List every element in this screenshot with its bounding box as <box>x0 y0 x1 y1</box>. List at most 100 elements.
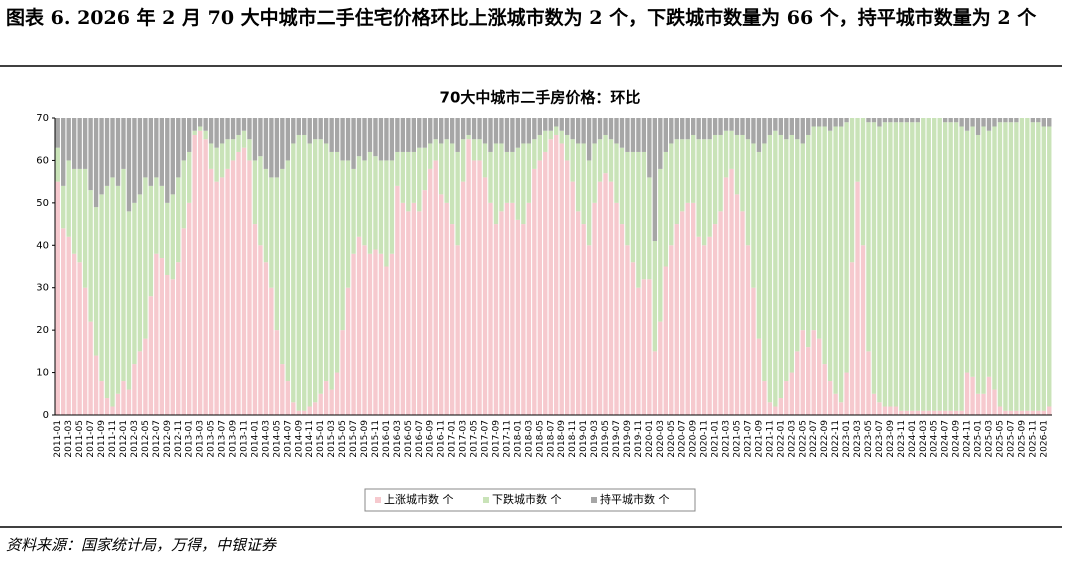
x-tick-label: 2012-05 <box>141 420 151 458</box>
bar-segment <box>148 185 154 297</box>
bar-segment <box>685 118 690 140</box>
bar-segment <box>406 211 411 415</box>
legend-swatch <box>591 497 597 503</box>
x-tick-label: 2020-05 <box>667 420 677 458</box>
x-tick-label: 2020-07 <box>678 420 688 458</box>
bar-segment <box>307 143 312 407</box>
bar-segment <box>318 393 323 415</box>
bar-segment <box>488 118 493 152</box>
bar-segment <box>548 139 553 415</box>
bar-segment <box>471 118 477 140</box>
x-tick-label: 2023-05 <box>864 420 874 458</box>
bar-segment <box>104 398 110 415</box>
bar-segment <box>197 130 203 415</box>
bar-segment <box>71 253 77 415</box>
bar-segment <box>88 118 93 191</box>
x-tick-label: 2025-05 <box>995 420 1005 458</box>
bar-segment <box>323 118 329 144</box>
bar-segment <box>477 160 482 415</box>
bar-segment <box>422 190 427 415</box>
x-tick-label: 2014-07 <box>283 420 293 458</box>
bar-segment <box>406 118 411 152</box>
bar-segment <box>767 134 773 403</box>
bar-segment <box>66 160 71 237</box>
bar-segment <box>975 134 981 394</box>
x-tick-label: 2017-03 <box>459 420 469 458</box>
x-tick-label: 2015-05 <box>338 420 348 458</box>
x-tick-label: 2012-01 <box>119 420 129 458</box>
bar-segment <box>778 398 784 415</box>
bar-segment <box>499 143 504 212</box>
x-tick-label: 2013-01 <box>185 420 195 458</box>
bar-segment <box>1003 410 1008 415</box>
x-tick-label: 2013-07 <box>218 420 228 458</box>
bar-segment <box>482 143 488 178</box>
x-tick-label: 2023-09 <box>886 420 896 458</box>
x-tick-label: 2021-03 <box>722 420 732 458</box>
bar-segment <box>575 211 581 415</box>
bar-segment <box>663 118 668 152</box>
bar-segment <box>833 393 838 415</box>
bar-segment <box>932 118 937 411</box>
bar-segment <box>422 147 427 191</box>
bar-segment <box>417 211 422 415</box>
bar-segment <box>455 118 460 152</box>
bar-segment <box>680 139 685 212</box>
bar-segment <box>740 134 745 212</box>
bar-segment <box>110 118 115 178</box>
x-tick-label: 2024-09 <box>952 420 962 458</box>
bar-segment <box>866 122 871 352</box>
bar-segment <box>165 202 170 275</box>
x-tick-label: 2011-11 <box>108 420 118 458</box>
bar-segment <box>806 347 811 415</box>
bar-segment <box>745 245 751 415</box>
bar-segment <box>959 126 964 411</box>
bar-segment <box>471 139 477 161</box>
bar-segment <box>570 181 575 415</box>
bar-segment <box>647 279 652 415</box>
bar-segment <box>99 118 104 195</box>
bar-segment <box>986 376 992 415</box>
bar-segment <box>592 118 597 144</box>
bar-segment <box>482 118 488 144</box>
bar-segment <box>778 134 784 399</box>
bar-segment <box>992 118 997 127</box>
bar-segment <box>712 118 718 135</box>
bar-segment <box>428 118 433 144</box>
bar-segment <box>1047 406 1052 415</box>
x-tick-label: 2016-09 <box>426 420 436 458</box>
bar-segment <box>252 224 258 415</box>
bar-segment <box>252 118 258 161</box>
bar-segment <box>1025 410 1030 415</box>
bar-segment <box>291 143 296 403</box>
bar-segment <box>948 118 953 123</box>
bar-segment <box>449 143 455 225</box>
bar-segment <box>614 143 619 203</box>
x-tick-label: 2019-11 <box>634 420 644 458</box>
bar-segment <box>148 296 154 415</box>
x-tick-label: 2020-09 <box>689 420 699 458</box>
bar-segment <box>663 266 668 415</box>
bar-segment <box>674 224 679 415</box>
bar-segment <box>384 160 389 267</box>
bar-segment <box>395 151 400 186</box>
bar-segment <box>866 118 871 123</box>
x-tick-label: 2011-01 <box>53 420 63 458</box>
bar-segment <box>406 151 411 212</box>
bar-segment <box>439 118 444 144</box>
bar-segment <box>795 118 800 140</box>
bar-segment <box>236 118 241 135</box>
bar-segment <box>493 224 499 415</box>
y-tick-label: 0 <box>43 410 49 421</box>
bar-segment <box>690 202 696 415</box>
bar-segment <box>838 126 844 403</box>
x-tick-label: 2019-09 <box>623 420 633 458</box>
bar-segment <box>1047 118 1052 127</box>
x-tick-label: 2011-03 <box>64 420 74 458</box>
bar-segment <box>921 118 926 411</box>
bar-segment <box>55 118 60 148</box>
bar-segment <box>784 139 789 382</box>
bar-segment <box>187 118 192 152</box>
bar-segment <box>586 160 592 246</box>
bar-segment <box>959 118 964 127</box>
